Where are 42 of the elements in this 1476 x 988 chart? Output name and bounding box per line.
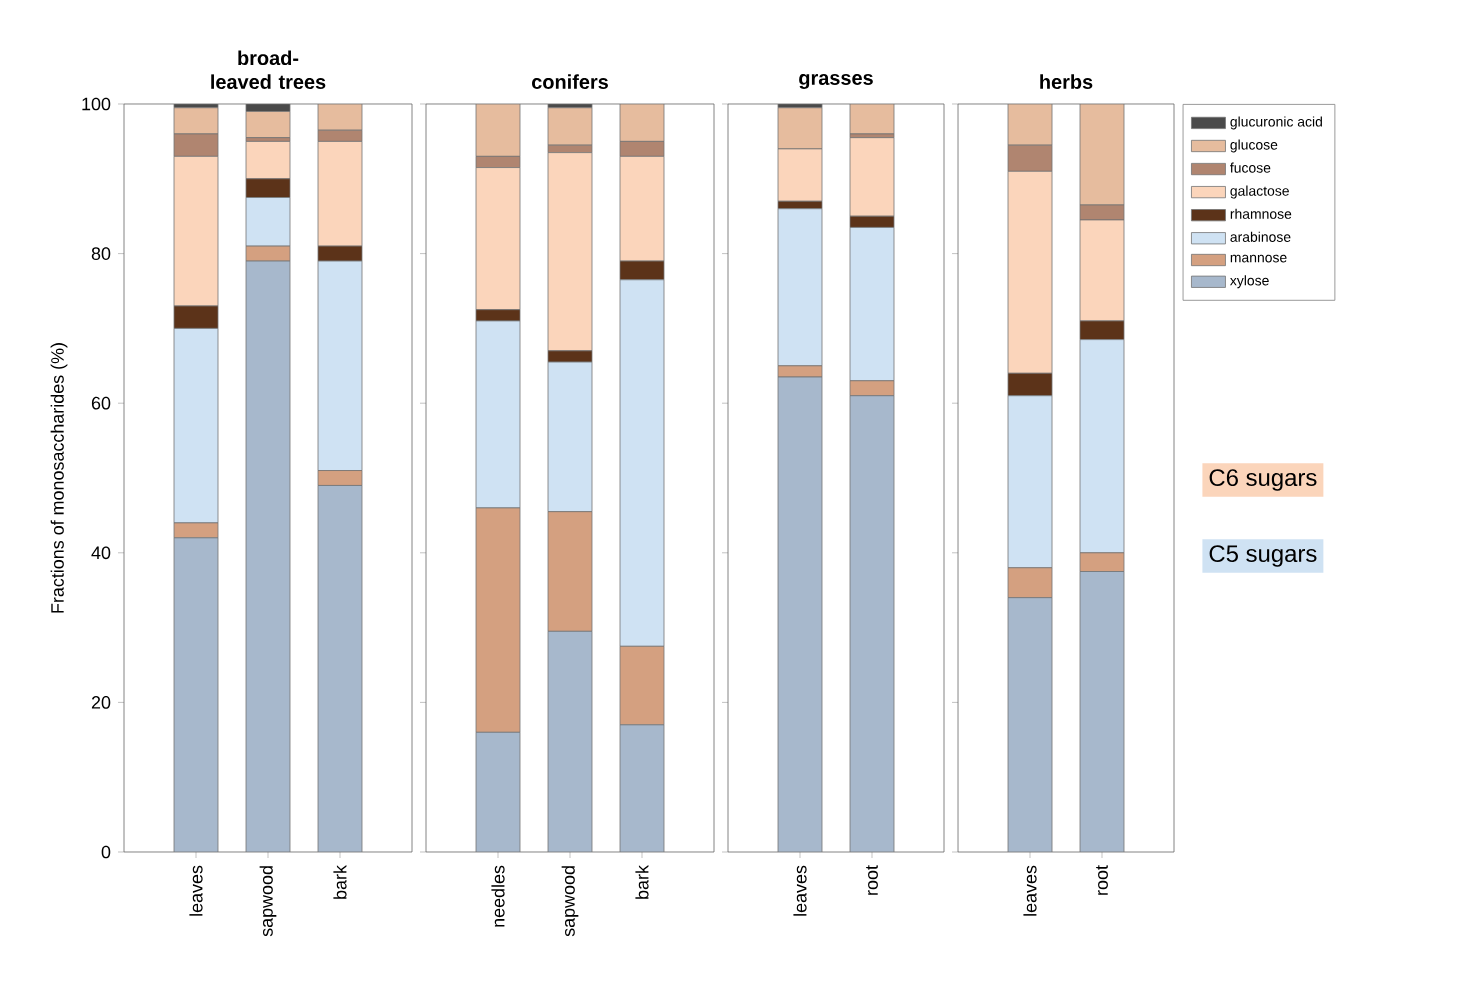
text: C6 sugars bbox=[1209, 469, 1317, 491]
bar bbox=[547, 630, 593, 852]
bar bbox=[1007, 103, 1053, 146]
y-tick-label: 40 bbox=[91, 546, 111, 560]
bar bbox=[777, 107, 823, 150]
bar bbox=[1079, 103, 1125, 206]
bar bbox=[547, 107, 593, 146]
x-tick-label: bark bbox=[635, 865, 649, 899]
bar bbox=[173, 537, 219, 852]
chart-title: conifers bbox=[532, 74, 608, 89]
x-tick-label: root bbox=[866, 865, 878, 895]
bar bbox=[619, 724, 665, 852]
bar bbox=[777, 376, 823, 852]
y-axis-title: Fractions of monosaccharides (%) bbox=[50, 343, 68, 613]
bar bbox=[475, 731, 521, 852]
bar bbox=[849, 395, 895, 852]
bar bbox=[1079, 571, 1125, 852]
y-tick-label: 20 bbox=[91, 696, 111, 709]
x-tick-label: leaves bbox=[189, 865, 203, 916]
bar bbox=[619, 103, 665, 142]
bar bbox=[317, 485, 363, 852]
y-tick-label: 0 bbox=[101, 845, 111, 859]
text: C5 sugars bbox=[1209, 545, 1317, 567]
chart-title: herbs bbox=[1040, 74, 1093, 89]
bar bbox=[173, 107, 219, 135]
y-tick-label: 100 bbox=[82, 97, 111, 111]
bar bbox=[245, 260, 291, 852]
bar bbox=[245, 111, 291, 139]
bar bbox=[475, 103, 521, 157]
x-tick-label: root bbox=[1096, 865, 1108, 895]
x-tick-label: leaves bbox=[793, 865, 807, 916]
x-tick-label: needles bbox=[491, 865, 505, 927]
chart-title: grasses bbox=[799, 74, 873, 89]
bar bbox=[317, 103, 363, 131]
x-tick-label: bark bbox=[333, 865, 347, 899]
chart-title: broad-leaved trees bbox=[211, 50, 326, 89]
x-tick-label: sapwood bbox=[561, 866, 579, 937]
bar bbox=[1007, 597, 1053, 852]
y-tick-label: 60 bbox=[91, 396, 111, 410]
y-tick-label: 80 bbox=[91, 247, 111, 260]
x-tick-label: sapwood bbox=[259, 866, 277, 937]
x-tick-label: leaves bbox=[1023, 865, 1037, 916]
